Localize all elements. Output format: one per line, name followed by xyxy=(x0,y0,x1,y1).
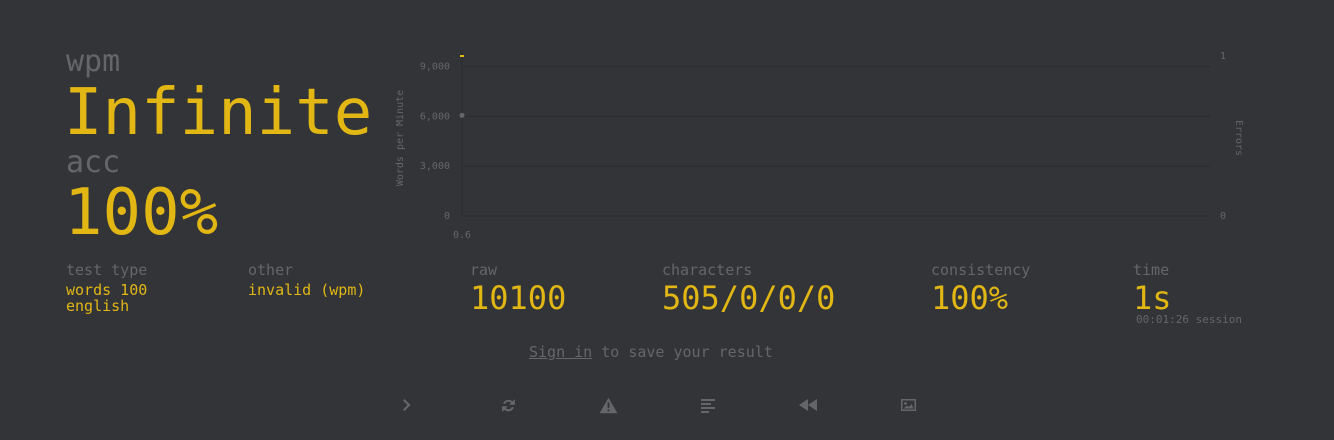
image-icon xyxy=(900,399,916,411)
chart-x-tick-label: 0.6 xyxy=(453,230,471,241)
chart-x-ticks: 0.6 xyxy=(453,230,471,241)
chart-y2-tick-label: 1 xyxy=(1220,51,1226,62)
other-value: invalid (wpm) xyxy=(248,281,366,299)
replay-button[interactable] xyxy=(796,393,820,417)
chart-y-tick-label: 9,000 xyxy=(420,62,450,73)
refresh-icon xyxy=(501,398,515,412)
report-quote-button[interactable] xyxy=(596,393,620,417)
time-label: time xyxy=(1133,261,1170,279)
test-type-value[interactable]: words 100 english xyxy=(66,281,148,315)
raw-value: 10100 xyxy=(470,279,567,317)
chevron-right-icon xyxy=(403,399,411,411)
test-type-label: test type xyxy=(66,261,148,279)
chart-y-tick-label: 6,000 xyxy=(420,111,450,122)
chart-y2-tick-label: 0 xyxy=(1220,211,1226,222)
restart-test-button[interactable] xyxy=(496,393,520,417)
chart-y2-axis-label: Errors xyxy=(1233,120,1244,156)
characters-value: 505/0/0/0 xyxy=(662,279,836,317)
session-time: 00:01:26 session xyxy=(1136,313,1242,326)
chart-y-ticks: 0 3,000 6,000 9,000 xyxy=(420,62,450,222)
chart-point-raw[interactable] xyxy=(459,112,465,118)
wpm-value: Infinite xyxy=(64,76,373,150)
chart-y2-ticks: 01 xyxy=(1220,51,1226,222)
chart-y-tick-label: 0 xyxy=(444,211,450,222)
acc-label: acc xyxy=(66,145,121,180)
next-test-button[interactable] xyxy=(396,393,420,417)
raw-label: raw xyxy=(470,261,498,279)
sign-in-prompt: Sign in to save your result xyxy=(529,343,773,361)
characters-label: characters xyxy=(662,261,753,279)
chart-marks xyxy=(459,55,465,118)
warning-icon xyxy=(599,397,617,413)
chart-y-axis-label: Words per Minute xyxy=(395,90,406,186)
chart-y-tick-label: 3,000 xyxy=(420,161,450,172)
backward-icon xyxy=(799,399,817,411)
chart-grid xyxy=(461,50,1210,217)
sign-in-link[interactable]: Sign in xyxy=(529,343,593,361)
acc-value: 100% xyxy=(64,176,219,250)
time-value: 1s xyxy=(1133,279,1172,317)
other-label: other xyxy=(248,261,294,279)
sign-in-prompt-text: to save your result xyxy=(592,343,773,361)
word-history-button[interactable] xyxy=(696,393,720,417)
screenshot-button[interactable] xyxy=(896,393,920,417)
align-left-icon xyxy=(701,398,715,413)
consistency-label: consistency xyxy=(931,261,1031,279)
chart-point-wpm[interactable] xyxy=(460,55,464,57)
wpm-label: wpm xyxy=(66,44,121,79)
consistency-value: 100% xyxy=(931,279,1009,317)
